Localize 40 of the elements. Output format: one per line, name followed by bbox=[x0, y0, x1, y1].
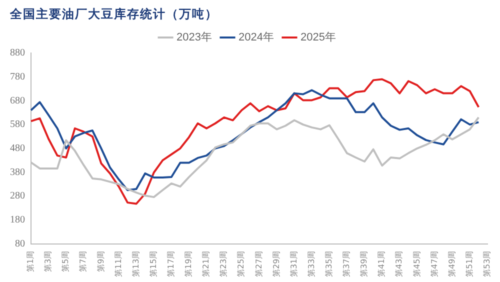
x-tick-label: 第33周 bbox=[306, 250, 316, 278]
x-tick-label: 第11周 bbox=[114, 250, 123, 278]
x-tick-label: 第13周 bbox=[131, 250, 140, 278]
y-tick-label: 880 bbox=[10, 48, 25, 59]
x-tick-label: 第9周 bbox=[96, 250, 106, 272]
y-tick-label: 680 bbox=[10, 95, 25, 106]
x-tick-label: 第19周 bbox=[184, 250, 194, 278]
y-tick-label: 80 bbox=[15, 238, 25, 250]
x-tick-label: 第35周 bbox=[324, 250, 334, 278]
y-tick-label: 480 bbox=[10, 143, 25, 154]
x-tick-label: 第41周 bbox=[377, 250, 386, 278]
legend-label: 2025年 bbox=[300, 32, 336, 44]
x-tick-label: 第51周 bbox=[464, 250, 474, 278]
y-tick-label: 780 bbox=[10, 71, 25, 82]
x-tick-label: 第43周 bbox=[394, 250, 404, 278]
y-tick-label: 280 bbox=[10, 190, 25, 202]
x-tick-label: 第31周 bbox=[289, 250, 298, 278]
x-tick-label: 第25周 bbox=[236, 250, 246, 278]
x-tick-label: 第27周 bbox=[254, 250, 264, 278]
x-tick-label: 第7周 bbox=[78, 250, 88, 272]
x-tick-label: 第29周 bbox=[272, 250, 281, 278]
x-tick-label: 第47周 bbox=[430, 250, 439, 278]
legend-label: 2024年 bbox=[238, 32, 274, 44]
x-tick-label: 第53周 bbox=[482, 250, 492, 278]
x-tick-label: 第3周 bbox=[44, 250, 53, 272]
x-tick-label: 第49周 bbox=[447, 250, 456, 278]
y-tick-label: 580 bbox=[10, 119, 25, 130]
x-tick-label: 第23周 bbox=[219, 250, 228, 278]
x-tick-label: 第45周 bbox=[412, 250, 422, 278]
x-tick-label: 第15周 bbox=[148, 250, 158, 278]
x-tick-label: 第39周 bbox=[360, 250, 369, 278]
y-tick-label: 180 bbox=[10, 214, 25, 226]
y-tick-label: 380 bbox=[10, 166, 25, 178]
x-tick-label: 第17周 bbox=[166, 250, 176, 278]
legend-label: 2023年 bbox=[176, 32, 212, 44]
chart-title: 全国主要油厂大豆库存统计（万吨） bbox=[9, 6, 219, 22]
x-tick-label: 第21周 bbox=[202, 250, 211, 278]
x-tick-label: 第37周 bbox=[342, 250, 352, 278]
x-tick-label: 第5周 bbox=[61, 250, 70, 272]
x-tick-label: 第1周 bbox=[26, 250, 36, 272]
